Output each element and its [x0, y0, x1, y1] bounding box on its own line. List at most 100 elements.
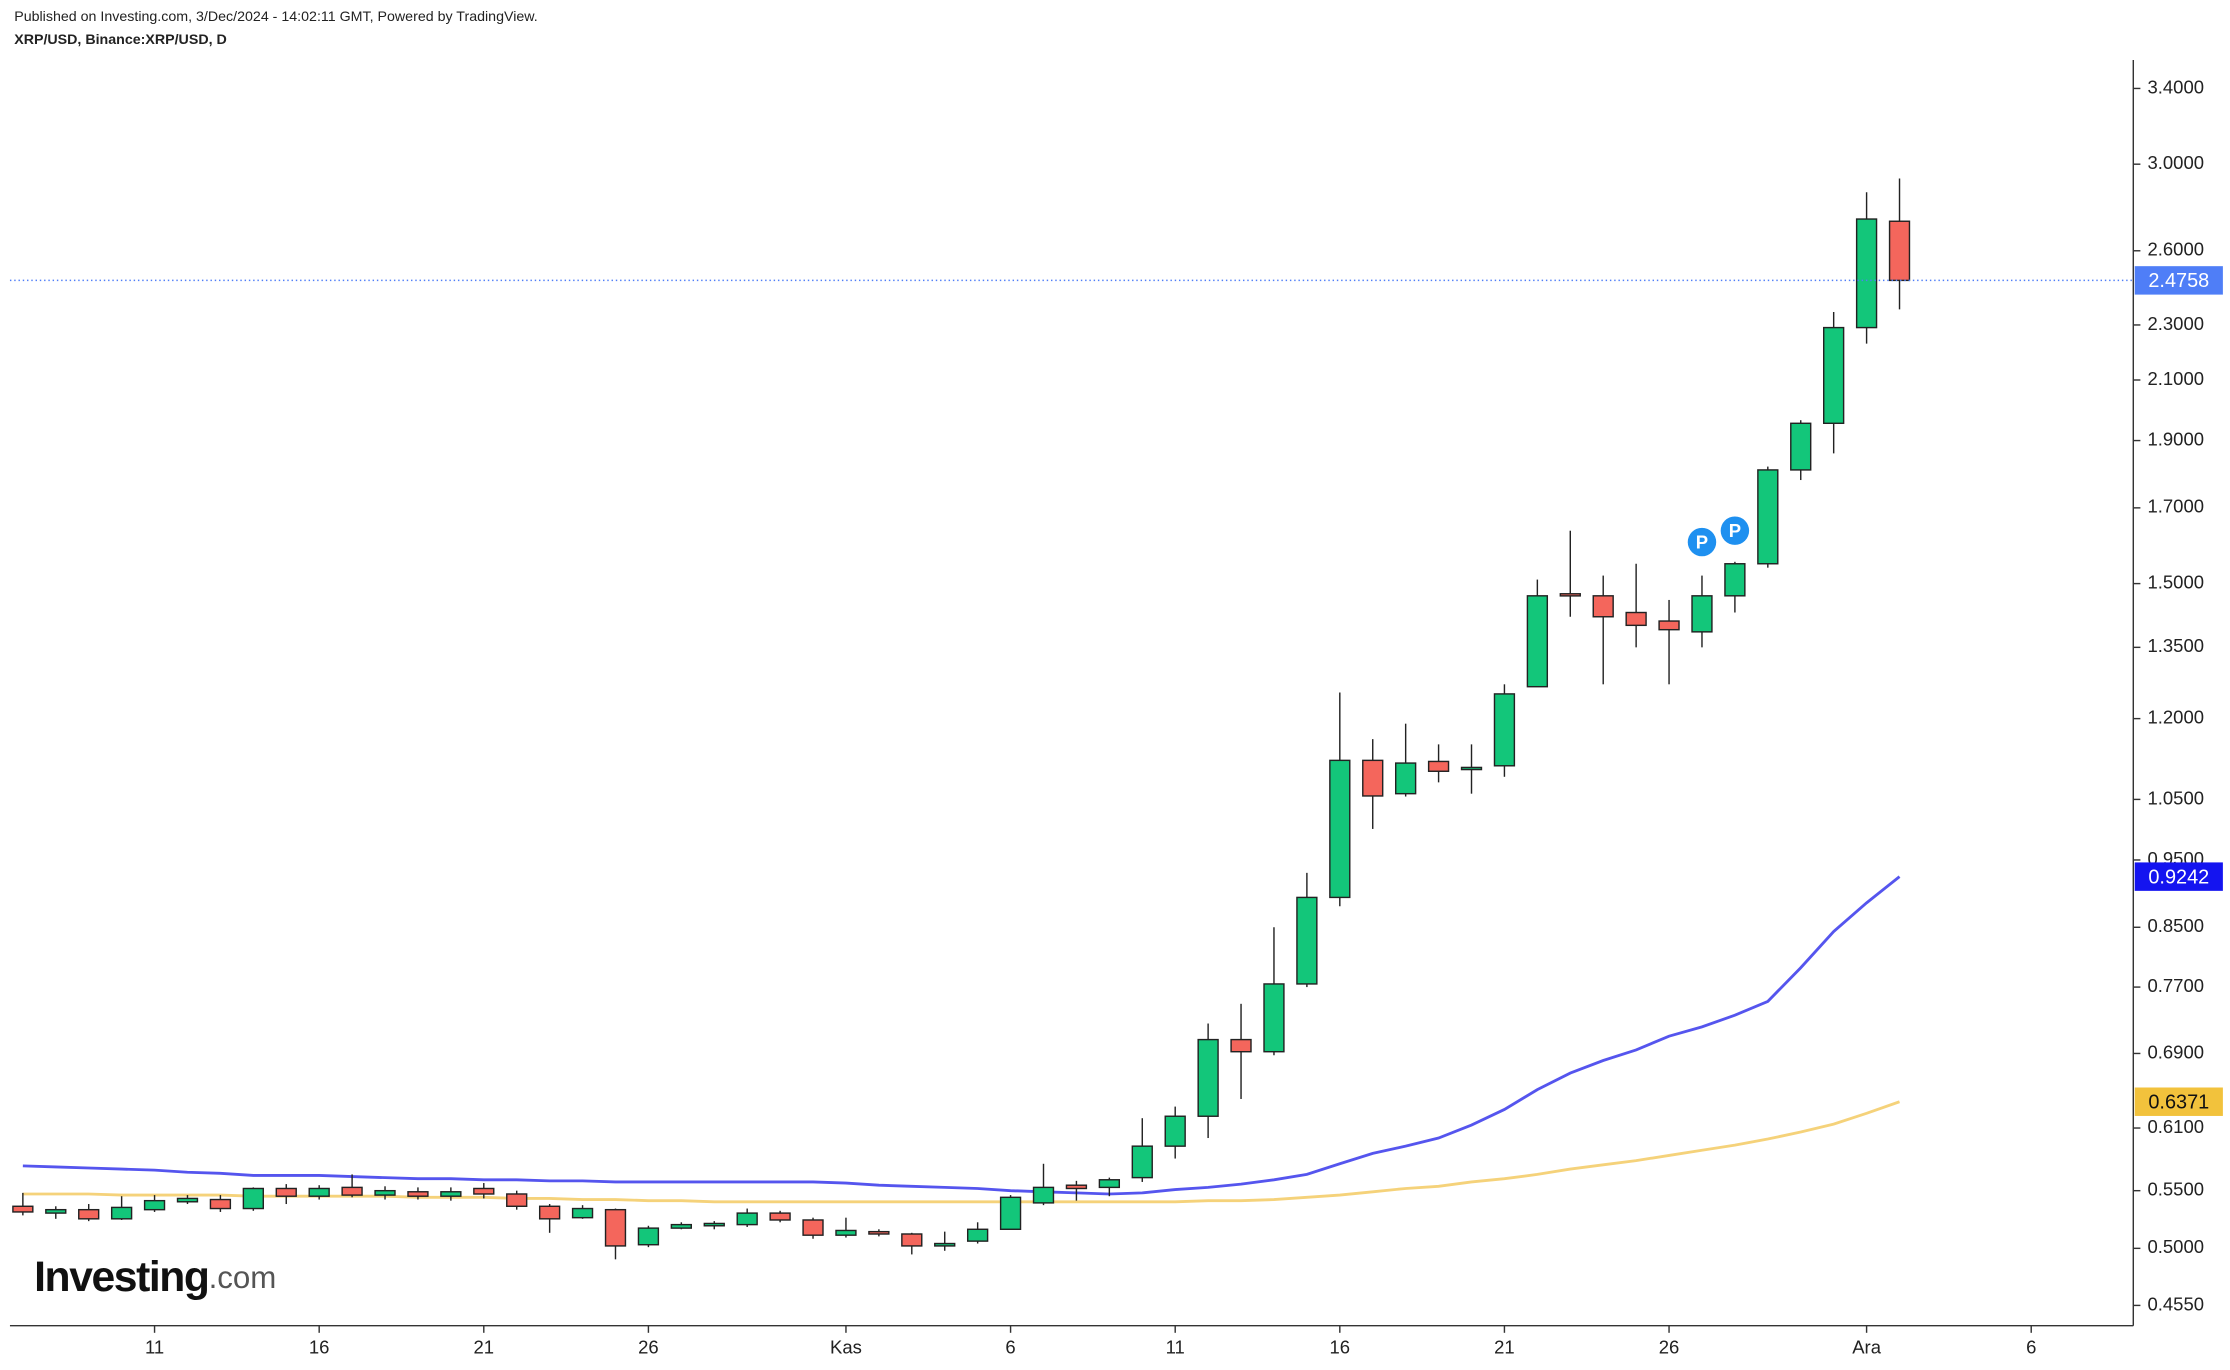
candle-body: [1823, 326, 1845, 425]
candle-body: [1164, 1115, 1186, 1147]
plot: 3.4000 3.0000 2.6000 2.3000 2.1000 1.9000 1.70…: [9, 76, 2223, 1357]
x-tick-label: 6: [2026, 1336, 2036, 1357]
candle-body: [604, 1208, 627, 1247]
candle-body: [538, 1205, 561, 1220]
candle-body: [308, 1187, 330, 1197]
ma-line: [22, 1100, 1900, 1204]
value-tag: [2134, 266, 2223, 295]
value-tag: [2134, 862, 2223, 891]
candle-body: [637, 1227, 660, 1246]
candle-body: [1888, 220, 1911, 282]
candle-body: [1658, 620, 1680, 631]
candle-body: [473, 1187, 495, 1195]
candle-body: [1460, 766, 1483, 771]
candle-body: [1230, 1038, 1252, 1053]
candle-body: [374, 1189, 396, 1196]
y-tick-label: 0.6900: [2148, 1041, 2205, 1062]
candle-body: [209, 1198, 232, 1210]
annotation-marker: [1720, 516, 1750, 545]
x-tick-label: Kas: [830, 1336, 862, 1357]
y-tick-label: 2.1000: [2148, 368, 2205, 389]
annotation-label: P: [1696, 531, 1708, 552]
candle-body: [78, 1208, 100, 1220]
logo-name: Investing: [34, 1253, 208, 1301]
candle-body: [1065, 1184, 1088, 1190]
y-tick-label: 2.3000: [2148, 313, 2205, 334]
y-tick-label: 3.4000: [2148, 76, 2205, 97]
candle-body: [835, 1229, 857, 1236]
ma-line: [22, 875, 1901, 1196]
y-tick-label: 1.7000: [2148, 496, 2205, 517]
x-tick-label: 26: [638, 1336, 659, 1357]
y-tick-label: 1.9000: [2148, 428, 2205, 449]
candle-body: [571, 1207, 594, 1219]
candle-body: [868, 1230, 890, 1235]
candle-body: [1855, 218, 1878, 329]
candle-body: [999, 1196, 1022, 1231]
x-tick-label: Ara: [1852, 1336, 1881, 1357]
value-tag-label: 2.4758: [2148, 270, 2209, 292]
source-note: Published on Investing.com, 3/Dec/2024 -…: [14, 9, 538, 25]
y-tick-label: 0.6100: [2148, 1116, 2205, 1137]
candle-body: [12, 1205, 34, 1213]
candle-body: [1329, 759, 1351, 899]
candle-body: [45, 1208, 67, 1214]
candle-body: [966, 1228, 989, 1242]
candle-body: [1559, 593, 1581, 597]
x-tick-label: 16: [1330, 1336, 1351, 1357]
chart-title: XRP/USD, Binance:XRP/USD, D: [14, 32, 227, 48]
candle-body: [703, 1222, 725, 1227]
y-tick-label: 0.8500: [2148, 915, 2205, 936]
candle-body: [1592, 595, 1614, 618]
y-tick-label: 0.4550: [2148, 1293, 2205, 1314]
candle-body: [670, 1223, 693, 1229]
candle-body: [1526, 595, 1549, 688]
candle-body: [1691, 595, 1713, 633]
y-tick-label: 0.7700: [2148, 975, 2205, 996]
candle-body: [110, 1206, 133, 1220]
candle-body: [242, 1187, 264, 1210]
annotation-label: P: [1729, 520, 1741, 541]
candle-body: [736, 1212, 758, 1226]
y-tick-label: 1.5000: [2148, 571, 2205, 592]
candle-body: [1427, 760, 1450, 772]
candle-body: [176, 1197, 199, 1203]
x-tick-label: 11: [1166, 1336, 1185, 1357]
x-tick-label: 21: [474, 1336, 495, 1357]
candle-body: [1263, 983, 1285, 1053]
y-tick-label: 2.6000: [2148, 239, 2205, 260]
value-tag-label: 0.6371: [2148, 1091, 2209, 1113]
candle-body: [901, 1233, 923, 1247]
y-tick-label: 1.3500: [2148, 635, 2205, 656]
candle-body: [1724, 563, 1746, 597]
value-tag-label: 0.9242: [2148, 866, 2209, 888]
candle-body: [1790, 422, 1812, 471]
candle-body: [506, 1193, 528, 1207]
y-tick-label: 1.0500: [2148, 787, 2205, 808]
annotation-marker: [1687, 527, 1717, 557]
y-tick-label: 3.0000: [2148, 152, 2205, 173]
x-tick-label: 16: [309, 1336, 330, 1357]
value-tag: [2134, 1087, 2223, 1116]
candle-body: [1032, 1186, 1055, 1204]
candle-body: [341, 1186, 363, 1196]
y-tick-label: 0.5500: [2148, 1179, 2205, 1200]
candle-body: [275, 1187, 297, 1197]
x-tick-label: 26: [1659, 1336, 1680, 1357]
candle-body: [1394, 762, 1417, 795]
y-tick-label: 1.2000: [2148, 706, 2205, 727]
x-tick-label: 11: [145, 1336, 164, 1357]
candle-body: [407, 1191, 429, 1197]
candle-body: [934, 1242, 956, 1247]
candle-body: [440, 1191, 462, 1197]
candle-body: [1625, 611, 1647, 627]
candle-body: [802, 1219, 824, 1236]
y-tick-label: 0.5000: [2148, 1236, 2205, 1257]
candle-body: [1197, 1038, 1219, 1117]
candle-body: [1757, 469, 1779, 565]
candle-body: [143, 1199, 166, 1211]
candle-body: [1098, 1179, 1121, 1189]
x-tick-label: 6: [1005, 1336, 1015, 1357]
